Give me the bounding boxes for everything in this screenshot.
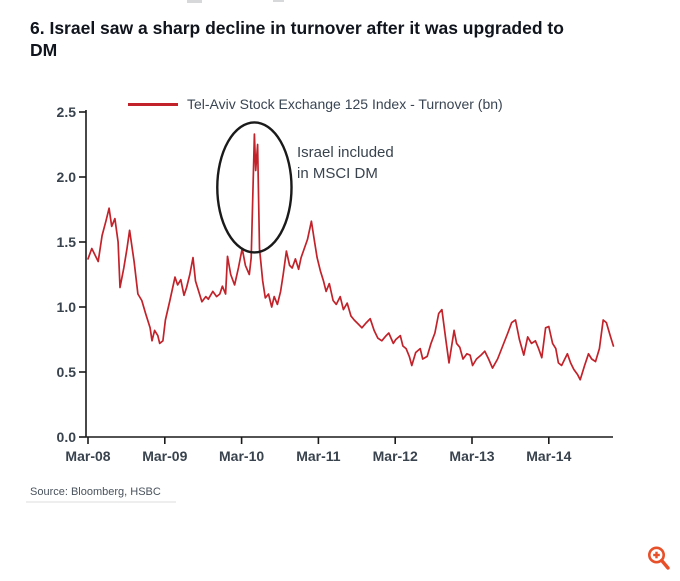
annotation-text-line1: Israel included <box>297 144 394 161</box>
y-tick-label: 0.0 <box>57 429 77 445</box>
zoom-in-button[interactable] <box>645 544 673 574</box>
x-tick-label: Mar-08 <box>65 448 110 464</box>
chart-legend: Tel-Aviv Stock Exchange 125 Index - Turn… <box>128 96 503 112</box>
magnifier-plus-icon <box>648 546 670 570</box>
page-crop-artifact <box>26 501 176 503</box>
y-axis-ticks: 0.0 0.5 1.0 1.5 2.0 2.5 <box>57 104 86 445</box>
page-crop-artifact <box>187 0 202 3</box>
x-tick-label: Mar-14 <box>526 448 571 464</box>
x-tick-label: Mar-12 <box>373 448 418 464</box>
y-tick-label: 1.0 <box>57 299 77 315</box>
page-crop-artifact <box>273 0 284 2</box>
x-tick-label: Mar-10 <box>219 448 264 464</box>
y-tick-label: 2.0 <box>57 169 77 185</box>
source-note: Source: Bloomberg, HSBC <box>30 486 161 498</box>
y-tick-label: 2.5 <box>57 104 77 120</box>
y-tick-label: 0.5 <box>57 364 77 380</box>
x-tick-label: Mar-11 <box>296 448 341 464</box>
y-tick-label: 1.5 <box>57 234 77 250</box>
annotation-text-line2: in MSCI DM <box>297 165 378 182</box>
x-tick-label: Mar-09 <box>142 448 187 464</box>
legend-label: Tel-Aviv Stock Exchange 125 Index - Turn… <box>187 96 503 112</box>
turnover-series-line <box>87 133 615 381</box>
x-tick-label: Mar-13 <box>449 448 494 464</box>
x-axis-ticks: Mar-08 Mar-09 Mar-10 Mar-11 Mar-12 Mar-13 Mar-… <box>65 437 572 464</box>
annotation-ellipse <box>216 121 293 254</box>
legend-line-swatch <box>128 102 178 106</box>
page-title: 6. Israel saw a sharp decline in turnove… <box>30 18 564 61</box>
